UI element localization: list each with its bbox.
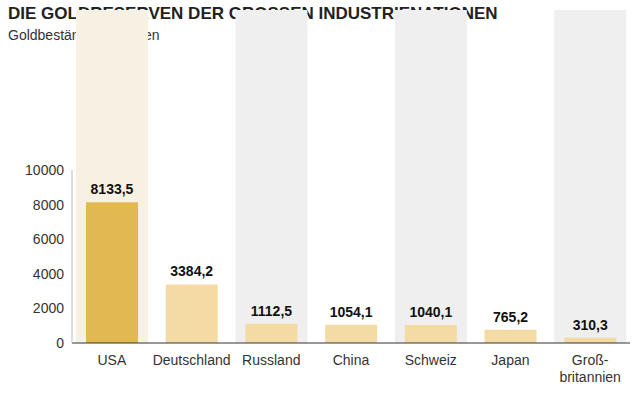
svg-text:Groß-britannien: Groß-britannien bbox=[559, 352, 621, 385]
svg-text:4000: 4000 bbox=[33, 266, 64, 282]
svg-text:765,2: 765,2 bbox=[493, 309, 528, 325]
svg-text:1112,5: 1112,5 bbox=[251, 303, 292, 319]
svg-text:3384,2: 3384,2 bbox=[170, 263, 213, 279]
html-text:DIE GOLDRESERVEN DER GROSSEN I: DIE GOLDRESERVEN DER GROSSEN INDUSTRIENA… bbox=[8, 4, 498, 23]
svg-text:8133,5: 8133,5 bbox=[91, 181, 134, 197]
svg-text:8000: 8000 bbox=[33, 197, 64, 213]
svg-text:China: China bbox=[333, 352, 370, 368]
svg-text:310,3: 310,3 bbox=[573, 317, 608, 333]
svg-text:USA: USA bbox=[97, 352, 126, 368]
svg-text:10000: 10000 bbox=[25, 162, 64, 178]
svg-text:Japan: Japan bbox=[491, 352, 529, 368]
svg-text:1040,1: 1040,1 bbox=[409, 304, 452, 320]
svg-text:Schweiz: Schweiz bbox=[405, 352, 457, 368]
svg-text:6000: 6000 bbox=[33, 231, 64, 247]
svg-text:Deutschland: Deutschland bbox=[153, 352, 231, 368]
svg-text:0: 0 bbox=[56, 335, 64, 351]
svg-text:2000: 2000 bbox=[33, 300, 64, 316]
svg-text:Russland: Russland bbox=[242, 352, 300, 368]
svg-text:1054,1: 1054,1 bbox=[330, 304, 373, 320]
html-text:Goldbestände in Tonnen: Goldbestände in Tonnen bbox=[8, 27, 160, 43]
